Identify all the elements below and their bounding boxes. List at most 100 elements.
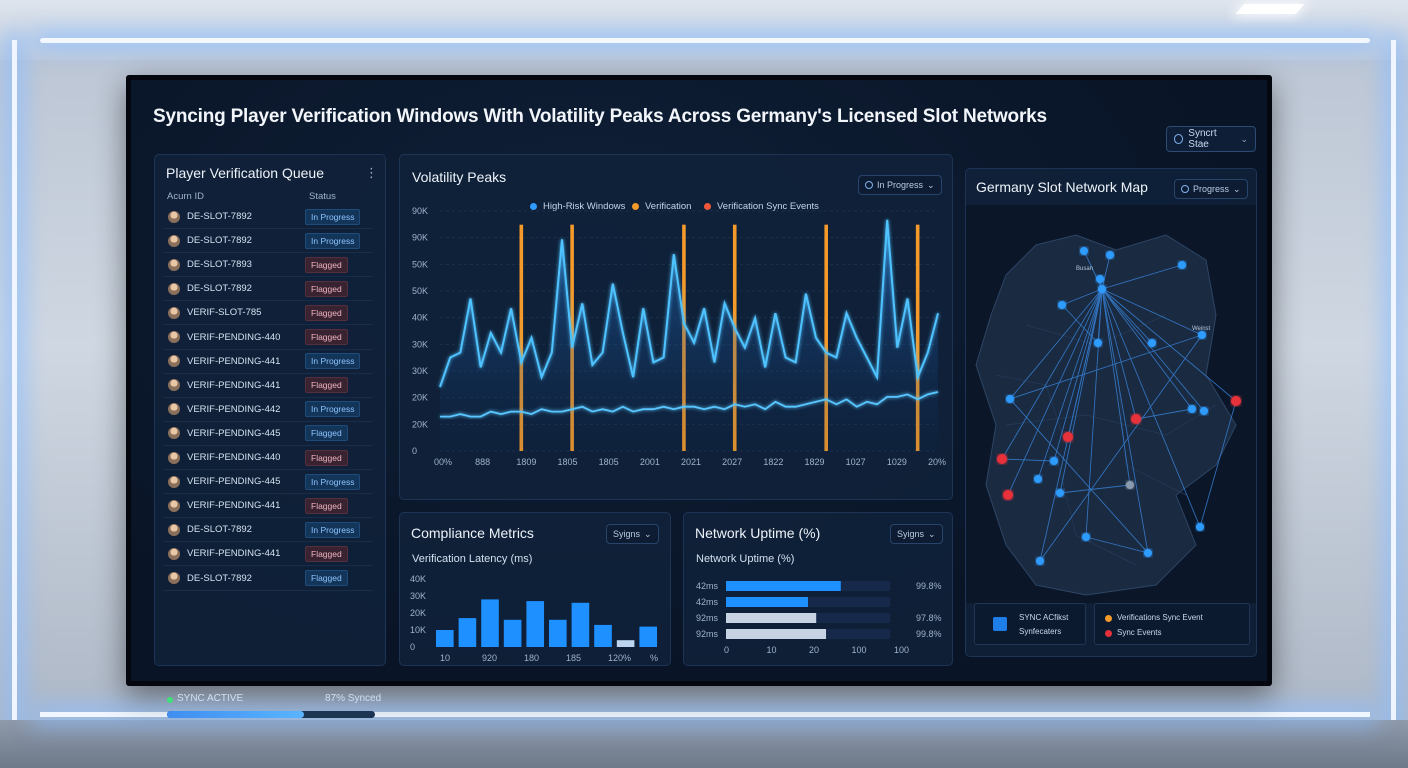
x-tick-label: 1029 [887, 457, 907, 467]
queue-row[interactable]: VERIF-PENDING-441 Flagged [163, 374, 373, 398]
network-node[interactable] [1006, 395, 1014, 403]
queue-row[interactable]: VERIF-PENDING-441 Flagged [163, 542, 373, 567]
more-options-icon[interactable]: ⋮ [365, 165, 378, 180]
x-tick-label: 120% [608, 653, 631, 663]
network-node[interactable] [1056, 489, 1064, 497]
column-header-status: Status [309, 191, 336, 202]
queue-row[interactable]: DE-SLOT-7892 In Progress [163, 205, 373, 229]
network-node[interactable] [1058, 301, 1066, 309]
network-link [1059, 288, 1103, 494]
chevron-down-icon: ⌄ [927, 179, 935, 190]
network-nodes [997, 247, 1241, 565]
queue-row[interactable]: VERIF-SLOT-785 Flagged [163, 301, 373, 326]
queue-row[interactable]: DE-SLOT-7892 In Progress [163, 229, 373, 254]
x-tick-label: 10 [440, 653, 450, 663]
avatar [168, 234, 180, 247]
queue-row[interactable]: DE-SLOT-7892 In Progress [163, 518, 373, 543]
queue-row[interactable]: VERIF-PENDING-440 Flagged [163, 446, 373, 470]
network-node[interactable] [1196, 523, 1204, 531]
network-link [1101, 254, 1111, 290]
compliance-title: Compliance Metrics [411, 525, 534, 541]
queue-row[interactable]: VERIF-PENDING-440 Flagged [163, 326, 373, 350]
y-tick-label: 90K [412, 206, 428, 216]
queue-row[interactable]: VERIF-PENDING-445 Flagged [163, 422, 373, 446]
avatar [168, 547, 180, 560]
filter-icon [865, 181, 873, 189]
network-node[interactable] [1188, 405, 1196, 413]
queue-row[interactable]: VERIF-PENDING-441 Flagged [163, 494, 373, 519]
network-node[interactable] [1094, 339, 1102, 347]
network-node[interactable] [1036, 557, 1044, 565]
network-link [1039, 334, 1203, 562]
network-node[interactable] [1096, 275, 1104, 283]
legend-dot-orange [1105, 615, 1112, 622]
network-node[interactable] [1003, 490, 1013, 500]
verification-marker [519, 224, 524, 451]
room-floor [0, 720, 1408, 768]
map-filter-dropdown[interactable]: Progress ⌄ [1174, 179, 1248, 199]
status-badge: In Progress [305, 208, 361, 225]
network-node[interactable] [1063, 432, 1073, 442]
sync-active-indicator [167, 697, 173, 703]
queue-row[interactable]: VERIF-PENDING-442 In Progress [163, 398, 373, 422]
queue-row[interactable]: VERIF-PENDING-441 In Progress [163, 350, 373, 374]
latency-bar [571, 602, 590, 647]
network-node[interactable] [1198, 331, 1206, 339]
network-node[interactable] [1050, 457, 1058, 465]
x-tick-label: 920 [482, 653, 497, 663]
network-link [1001, 288, 1103, 460]
y-tick-label: 0 [412, 446, 417, 456]
network-filter-dropdown[interactable]: Syigns ⌄ [890, 524, 943, 544]
uptime-bar [726, 629, 827, 639]
network-node[interactable] [1144, 549, 1152, 557]
sync-state-dropdown[interactable]: Syncrt Stae ⌄ [1166, 126, 1256, 152]
network-node[interactable] [1200, 407, 1208, 415]
network-node[interactable] [1131, 414, 1141, 424]
queue-row[interactable]: VERIF-PENDING-445 In Progress [163, 470, 373, 495]
network-link [1061, 288, 1103, 306]
network-node[interactable] [1178, 261, 1186, 269]
network-link [1059, 484, 1131, 494]
network-node[interactable] [1126, 481, 1134, 489]
network-node[interactable] [1080, 247, 1088, 255]
account-id: VERIF-PENDING-441 [187, 355, 281, 367]
status-badge: Flagged [305, 256, 348, 273]
network-link [1053, 288, 1103, 462]
latency-bar [436, 630, 454, 647]
status-badge: Flagged [305, 425, 348, 442]
queue-row[interactable]: DE-SLOT-7892 Flagged [163, 277, 373, 302]
network-link [1101, 288, 1149, 554]
filter-icon [1181, 185, 1189, 193]
network-node[interactable] [1082, 533, 1090, 541]
account-id: VERIF-PENDING-440 [187, 331, 281, 343]
chevron-down-icon: ⌄ [1240, 133, 1248, 144]
compliance-filter-dropdown[interactable]: Syigns ⌄ [606, 524, 659, 544]
network-node[interactable] [1231, 396, 1241, 406]
network-link [1009, 398, 1149, 554]
network-node[interactable] [1034, 475, 1042, 483]
network-node[interactable] [997, 454, 1007, 464]
volatility-filter-label: In Progress [877, 180, 924, 190]
right-light-strip [1391, 40, 1396, 730]
legend-sync-sub: Synfecaters [1019, 627, 1062, 636]
network-link [1101, 288, 1193, 410]
network-node[interactable] [1098, 285, 1106, 293]
network-links [1001, 250, 1237, 562]
city-label: Weinst [1192, 326, 1211, 332]
network-node[interactable] [1106, 251, 1114, 259]
sync-progress-fill [167, 711, 305, 718]
x-tick-label: 20% [928, 457, 946, 467]
baseline-line [440, 391, 939, 418]
network-link [1101, 288, 1131, 486]
status-badge: Flagged [305, 329, 348, 345]
avatar [168, 451, 180, 464]
queue-row[interactable]: DE-SLOT-7893 Flagged [163, 253, 373, 278]
y-tick-label: 90K [412, 233, 428, 243]
map-filter-label: Progress [1193, 184, 1230, 194]
x-tick-label: % [650, 653, 658, 663]
volatility-filter-dropdown[interactable]: In Progress ⌄ [858, 175, 942, 195]
account-id: DE-SLOT-7893 [187, 259, 252, 271]
queue-row[interactable]: DE-SLOT-7892 Flagged [163, 567, 373, 591]
network-node[interactable] [1148, 339, 1156, 347]
uptime-value: 99.8% [916, 581, 942, 591]
